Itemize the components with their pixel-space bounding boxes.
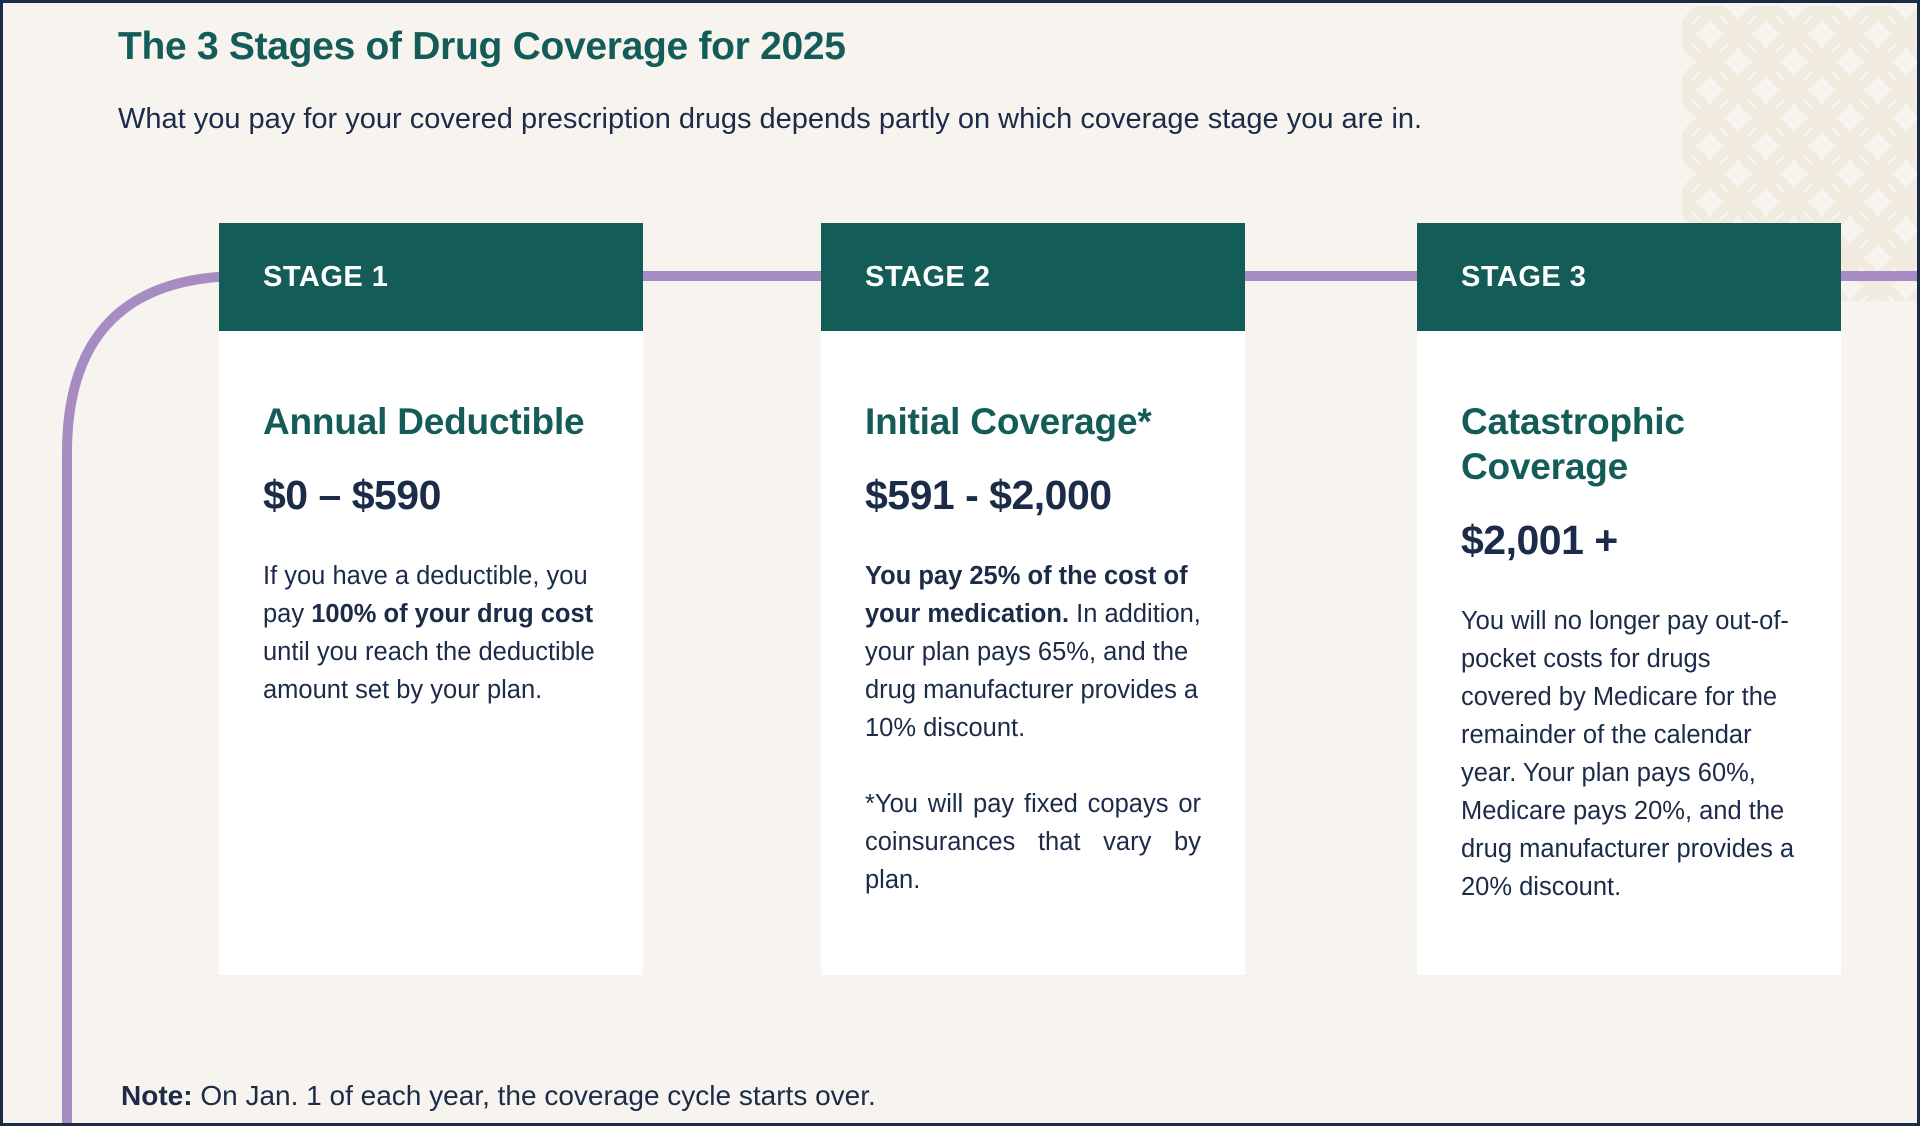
stage-1-body: Annual Deductible $0 – $590 If you have … [219,331,643,975]
stage-2-heading: Initial Coverage* [865,401,1152,442]
text-segment-bold: You pay 25% of the cost of your medicati… [865,562,1188,629]
page-subtitle: What you pay for your covered prescripti… [118,103,1423,135]
stage-3-badge: STAGE 3 [1461,260,1587,293]
note-text: On Jan. 1 of each year, the coverage cyc… [192,1080,876,1111]
text-segment: until you reach the deductible amount se… [263,638,595,705]
stage-3-cost-range: $2,001 + [1461,517,1618,564]
stage-1-cost-range: $0 – $590 [263,472,441,519]
stage-2-footnote: *You will pay fixed copays or coinsuranc… [865,785,1201,899]
note-label: Note: [121,1080,193,1111]
stage-2-cost-range: $591 - $2,000 [865,472,1112,519]
stage-3-card: STAGE 3 Catastrophic Coverage $2,001 + Y… [1417,223,1841,975]
stage-2-card: STAGE 2 Initial Coverage* $591 - $2,000 … [821,223,1245,975]
stage-2-badge: STAGE 2 [865,260,991,293]
stage-3-heading: Catastrophic Coverage [1461,401,1685,488]
stage-1-header: STAGE 1 [219,223,643,331]
stage-2-description: You pay 25% of the cost of your medicati… [865,557,1201,747]
stage-3-body: Catastrophic Coverage $2,001 + You will … [1417,331,1841,975]
text-segment: You will no longer pay out-of-pocket cos… [1461,607,1795,902]
text-segment-bold: 100% of your drug cost [311,600,594,629]
stage-1-heading: Annual Deductible [263,401,585,442]
text-segment: In addition, your plan pays 65%, and the… [865,600,1201,743]
text-segment: If you have a deductible, you pay [263,562,588,629]
page-note: Note: On Jan. 1 of each year, the covera… [121,1080,876,1112]
stage-1-description: If you have a deductible, you pay 100% o… [263,557,599,709]
page-title: The 3 Stages of Drug Coverage for 2025 [118,25,846,68]
stage-1-card: STAGE 1 Annual Deductible $0 – $590 If y… [219,223,643,975]
stage-2-body: Initial Coverage* $591 - $2,000 You pay … [821,331,1245,975]
stage-3-description: You will no longer pay out-of-pocket cos… [1461,602,1797,906]
stage-timeline-line [62,271,1917,1123]
text-segment: *You will pay fixed copays or coinsuranc… [865,790,1201,895]
stage-3-header: STAGE 3 [1417,223,1841,331]
stage-1-badge: STAGE 1 [263,260,389,293]
stage-2-header: STAGE 2 [821,223,1245,331]
